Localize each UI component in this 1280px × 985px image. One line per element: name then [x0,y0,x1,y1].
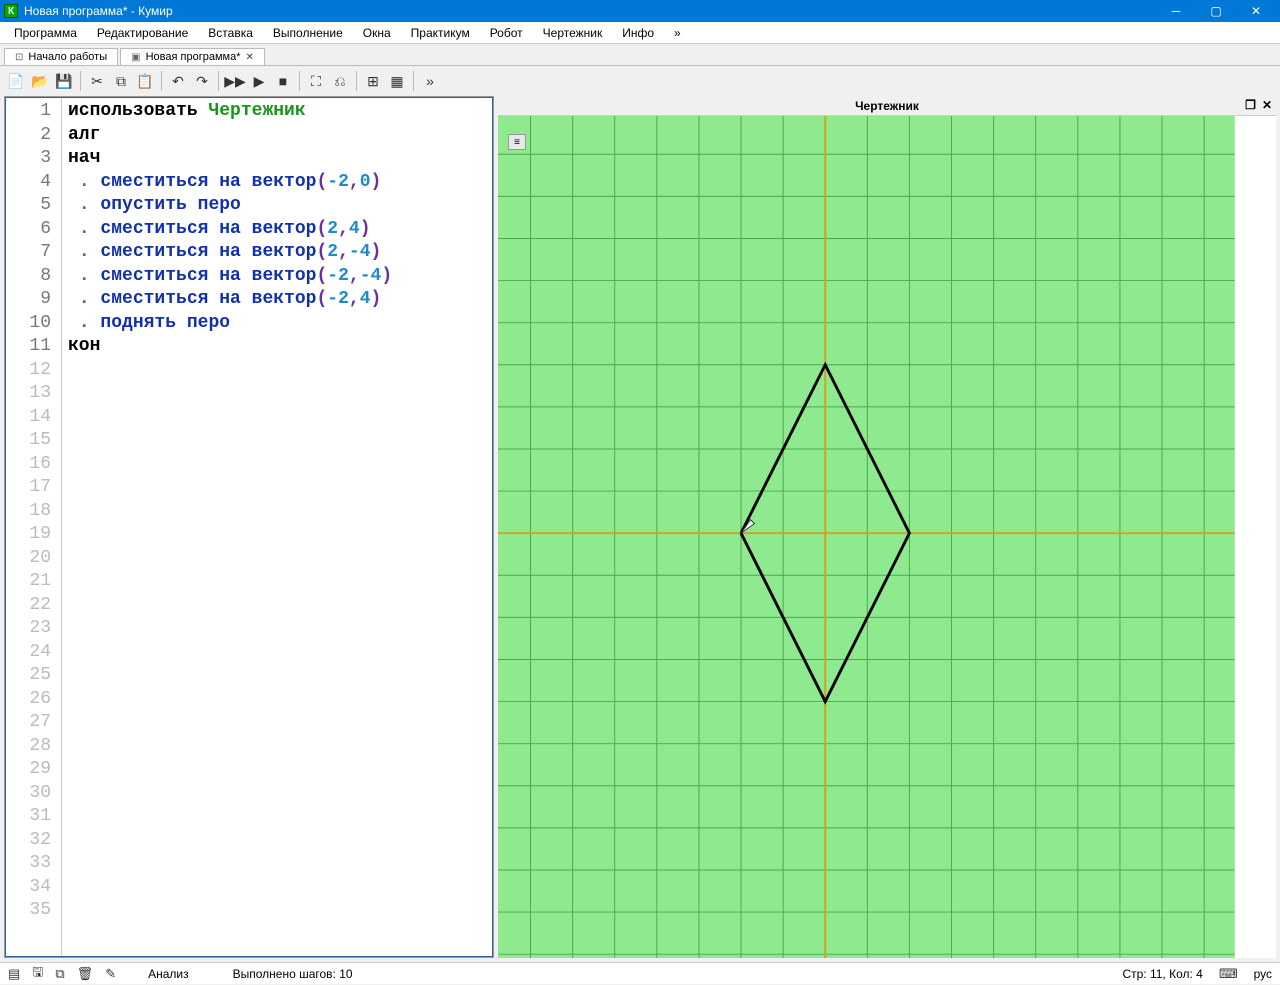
new-file-button[interactable]: 📄 [4,69,28,93]
menu-item-7[interactable]: Чертежник [533,24,613,42]
sb-icon-5[interactable]: ✎ [105,966,116,982]
line-number: 21 [6,570,51,594]
line-number: 31 [6,805,51,829]
close-button[interactable]: ✕ [1236,0,1276,22]
line-number: 22 [6,594,51,618]
line-number: 1 [6,100,51,124]
copy-button[interactable]: ⧉ [109,69,133,93]
app-icon: К [4,4,18,18]
menu-item-9[interactable]: » [664,24,691,42]
line-number: 2 [6,124,51,148]
window-title: Новая программа* - Кумир [24,4,1156,18]
line-number: 6 [6,218,51,242]
tool-icon-2[interactable]: ⎌ [328,69,352,93]
menu-item-4[interactable]: Окна [353,24,401,42]
sb-icon-4[interactable]: 🗑 [77,966,94,982]
line-number: 20 [6,547,51,571]
editor-panel: 1234567891011121314151617181920212223242… [4,96,494,958]
line-number: 4 [6,171,51,195]
status-lang: рус [1254,967,1272,981]
line-number: 16 [6,453,51,477]
sb-icon-1[interactable]: ▤ [8,966,20,982]
cut-button[interactable]: ✂ [85,69,109,93]
tab-doc-icon: ▣ [131,52,140,63]
code-editor[interactable]: использовать Чертежник алг нач . сместит… [62,98,492,956]
line-number: 10 [6,312,51,336]
status-cursor: Стр: 11, Кол: 4 [1122,967,1202,981]
statusbar: ▤ 🖫 ⧉ 🗑 ✎ Анализ Выполнено шагов: 10 Стр… [0,962,1280,984]
tool-icon-4[interactable]: ▦ [385,69,409,93]
line-number: 14 [6,406,51,430]
save-file-button[interactable]: 💾 [52,69,76,93]
stop-button[interactable]: ■ [271,69,295,93]
panel-close-icon[interactable]: ✕ [1262,98,1272,112]
menu-item-6[interactable]: Робот [480,24,533,42]
line-number: 27 [6,711,51,735]
minimize-button[interactable]: ─ [1156,0,1196,22]
canvas-menu-button[interactable]: ≡ [508,134,526,150]
line-number: 29 [6,758,51,782]
line-number: 34 [6,876,51,900]
menu-item-3[interactable]: Выполнение [263,24,353,42]
step-button[interactable]: ▶ [247,69,271,93]
tool-icon-1[interactable]: ⛶ [304,69,328,93]
line-number: 5 [6,194,51,218]
sb-icon-3[interactable]: ⧉ [55,966,64,982]
line-number: 7 [6,241,51,265]
line-number: 33 [6,852,51,876]
line-number: 28 [6,735,51,759]
tab-doc-icon: ⊡ [15,52,23,63]
drawer-panel-title: Чертежник [855,99,919,113]
status-analysis: Анализ [148,967,189,981]
titlebar: К Новая программа* - Кумир ─ ▢ ✕ [0,0,1280,22]
tab-1[interactable]: ▣ Новая программа* ✕ [120,48,265,65]
menubar: ПрограммаРедактированиеВставкаВыполнение… [0,22,1280,44]
line-number: 13 [6,382,51,406]
overflow-button[interactable]: » [418,69,442,93]
menu-item-5[interactable]: Практикум [401,24,480,42]
line-number: 30 [6,782,51,806]
tab-label: Новая программа* [146,51,241,63]
toolbar: 📄 📂 💾 ✂ ⧉ 📋 ↶ ↷ ▶▶ ▶ ■ ⛶ ⎌ ⊞ ▦ » [0,66,446,96]
line-number: 19 [6,523,51,547]
drawer-panel: Чертежник ❐ ✕ ≡ [498,96,1276,958]
sb-icon-2[interactable]: 🖫 [32,963,43,985]
menu-item-0[interactable]: Программа [4,24,87,42]
keyboard-icon[interactable]: ⌨ [1219,966,1238,982]
tool-icon-3[interactable]: ⊞ [361,69,385,93]
paste-button[interactable]: 📋 [133,69,157,93]
menu-item-8[interactable]: Инфо [612,24,664,42]
line-number: 11 [6,335,51,359]
line-number: 17 [6,476,51,500]
status-steps: Выполнено шагов: 10 [233,967,353,981]
line-number: 15 [6,429,51,453]
menu-item-2[interactable]: Вставка [198,24,263,42]
line-number: 24 [6,641,51,665]
tab-close-icon[interactable]: ✕ [245,52,253,63]
line-number: 9 [6,288,51,312]
run-button[interactable]: ▶▶ [223,69,247,93]
open-file-button[interactable]: 📂 [28,69,52,93]
tabbar: ⊡ Начало работы ▣ Новая программа* ✕ [0,44,1280,66]
line-number: 8 [6,265,51,289]
line-number: 32 [6,829,51,853]
tab-label: Начало работы [28,51,107,63]
tab-0[interactable]: ⊡ Начало работы [4,48,118,65]
undo-button[interactable]: ↶ [166,69,190,93]
line-number: 3 [6,147,51,171]
line-number: 23 [6,617,51,641]
panel-maximize-icon[interactable]: ❐ [1245,98,1256,112]
line-number: 25 [6,664,51,688]
maximize-button[interactable]: ▢ [1196,0,1236,22]
redo-button[interactable]: ↷ [190,69,214,93]
drawer-canvas[interactable]: ≡ [498,116,1276,958]
line-number: 18 [6,500,51,524]
line-gutter: 1234567891011121314151617181920212223242… [6,98,62,956]
line-number: 26 [6,688,51,712]
line-number: 12 [6,359,51,383]
menu-item-1[interactable]: Редактирование [87,24,198,42]
line-number: 35 [6,899,51,923]
